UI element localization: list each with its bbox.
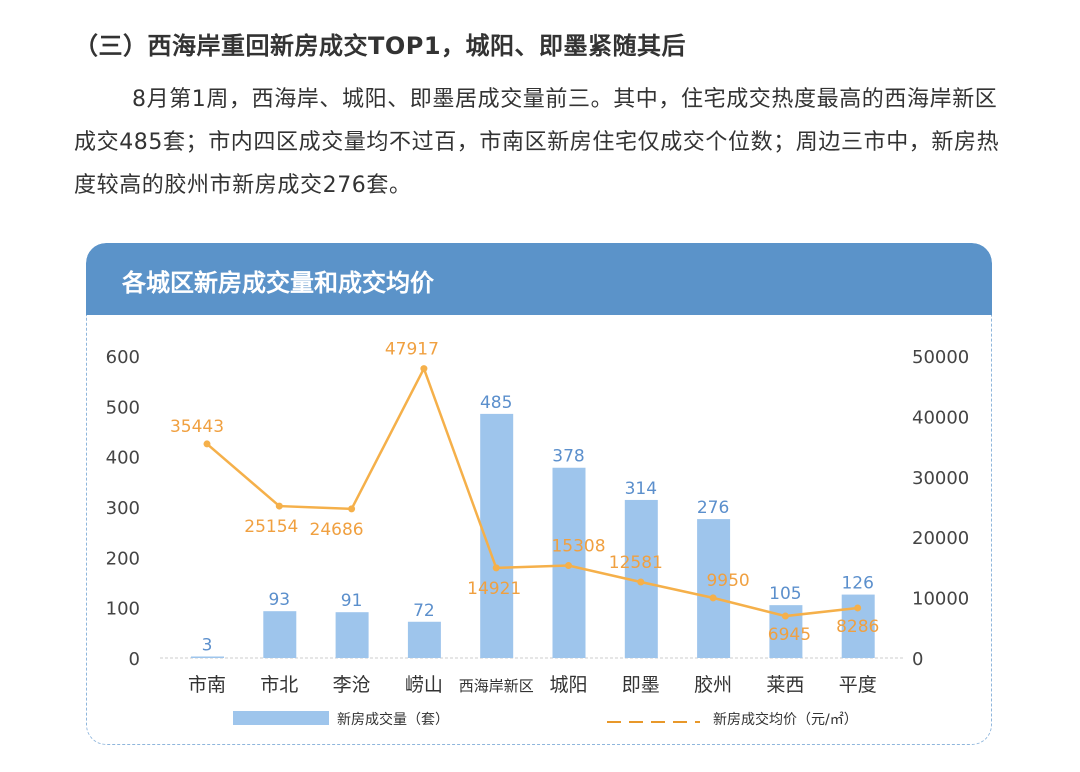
line-label: 14921 — [467, 579, 521, 599]
left-tick-label: 500 — [106, 397, 140, 418]
line-point — [420, 365, 428, 373]
left-tick-label: 100 — [106, 599, 140, 620]
category-label: 市北 — [260, 674, 298, 696]
chart-body — [86, 315, 992, 745]
bar-label: 91 — [341, 591, 363, 611]
right-tick-label: 20000 — [912, 528, 969, 549]
category-label: 胶州 — [694, 674, 732, 696]
category-label: 即墨 — [622, 674, 660, 696]
bar-label: 378 — [552, 447, 584, 467]
legend-bar-swatch — [233, 711, 329, 725]
line-label: 47917 — [385, 340, 439, 360]
line-point — [275, 502, 283, 510]
paragraph: 8月第1周，西海岸、城阳、即墨居成交量前三。其中，住宅成交热度最高的西海岸新区成… — [74, 87, 1000, 198]
right-tick-label: 40000 — [912, 407, 969, 428]
bar-label: 485 — [480, 393, 512, 413]
left-tick-label: 200 — [106, 548, 140, 569]
left-tick-label: 300 — [106, 498, 140, 519]
bar-label: 72 — [413, 601, 435, 621]
bar-label: 276 — [697, 498, 729, 518]
category-label: 西海岸新区 — [459, 677, 534, 695]
section-heading: （三）西海岸重回新房成交TOP1，城阳、即墨紧随其后 — [74, 32, 687, 60]
category-label: 平度 — [839, 674, 877, 696]
right-tick-label: 30000 — [912, 468, 969, 489]
category-label: 莱西 — [766, 674, 804, 696]
chart-card: 各城区新房成交量和成交均价 — [86, 243, 992, 745]
category-label: 崂山 — [405, 674, 443, 696]
bar-label: 105 — [769, 584, 801, 604]
left-tick-label: 0 — [129, 649, 140, 670]
line-label: 35443 — [170, 417, 224, 437]
line-label: 25154 — [244, 517, 298, 537]
line-point — [565, 562, 572, 570]
line-label: 12581 — [609, 553, 663, 573]
right-tick-label: 0 — [912, 649, 923, 670]
chart-title: 各城区新房成交量和成交均价 — [86, 243, 992, 315]
category-label: 城阳 — [549, 674, 587, 696]
bar-label: 126 — [841, 574, 873, 594]
line-point — [709, 594, 717, 602]
line-point — [492, 564, 500, 572]
line-label: 24686 — [310, 520, 364, 540]
bar — [335, 612, 369, 658]
line-point — [203, 440, 211, 448]
left-tick-label: 600 — [106, 347, 140, 368]
line-label: 15308 — [551, 537, 605, 557]
line-point — [348, 505, 356, 513]
legend-line-label: 新房成交均价（元/㎡） — [713, 711, 858, 728]
bar — [407, 621, 441, 658]
right-tick-label: 50000 — [912, 347, 969, 368]
category-label: 李沧 — [333, 674, 371, 696]
bar-label: 3 — [202, 635, 213, 655]
bar — [191, 656, 224, 658]
line-point — [854, 604, 862, 612]
category-label: 市南 — [188, 674, 226, 696]
line-label: 8286 — [836, 617, 879, 637]
line-point — [781, 612, 789, 620]
bar-label: 93 — [268, 590, 290, 610]
bar-label: 314 — [625, 479, 657, 499]
bar — [697, 519, 731, 658]
line-label: 6945 — [768, 625, 811, 645]
line-label: 9950 — [706, 571, 749, 591]
line-point — [637, 578, 645, 586]
right-tick-label: 10000 — [912, 589, 969, 610]
legend-bar-label: 新房成交量（套） — [337, 711, 449, 728]
left-tick-label: 400 — [106, 448, 140, 469]
price-line — [206, 365, 858, 618]
bar — [263, 611, 297, 658]
